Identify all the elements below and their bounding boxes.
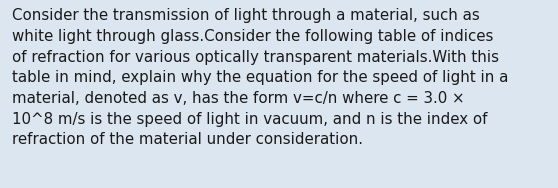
Text: Consider the transmission of light through a material, such as
white light throu: Consider the transmission of light throu… [12,8,509,147]
